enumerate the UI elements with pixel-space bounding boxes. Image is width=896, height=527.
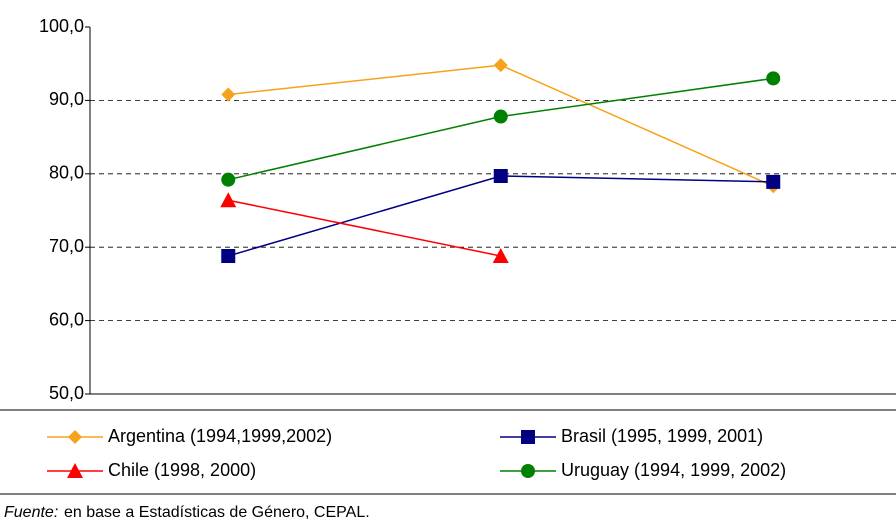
series-line [228,64,774,187]
y-tick-label: 100,0 [39,16,84,36]
legend-marker [521,464,535,478]
source-text: en base a Estadísticas de Género, CEPAL. [64,504,370,521]
y-tick-label: 90,0 [49,89,84,109]
legend-label: Uruguay (1994, 1999, 2002) [561,460,786,480]
series-line [228,77,774,181]
y-tick-label: 60,0 [49,309,84,329]
point [492,248,509,264]
y-tick-label: 80,0 [49,163,84,183]
series-line [228,175,774,257]
legend-label: Argentina (1994,1999,2002) [108,426,332,446]
point [221,249,236,264]
point [493,169,508,184]
point [493,109,508,124]
point [766,174,781,189]
legend-marker [521,430,535,444]
point [493,58,508,73]
point [766,71,781,86]
point [220,192,237,208]
point [221,87,236,102]
legend-label: Brasil (1995, 1999, 2001) [561,426,763,446]
y-tick-label: 70,0 [49,236,84,256]
legend-marker [68,430,82,444]
legend-marker [67,463,83,478]
series-line [228,199,501,257]
y-tick-label: 50,0 [49,383,84,403]
source-label: Fuente: [4,504,58,521]
point [221,172,236,187]
legend-label: Chile (1998, 2000) [108,460,256,480]
